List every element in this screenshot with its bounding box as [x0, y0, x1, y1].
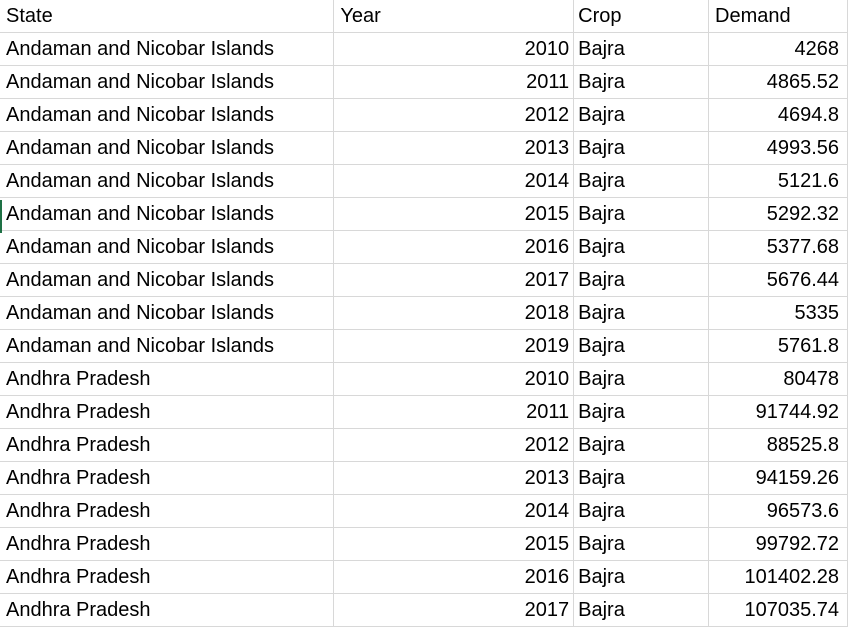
header-cell-crop[interactable]: Crop	[573, 0, 710, 33]
cell-demand[interactable]: 107035.74	[708, 593, 848, 627]
table-row: Andaman and Nicobar Islands 2014 Bajra 5121…	[0, 164, 848, 198]
cell-demand[interactable]: 5121.6	[708, 164, 848, 198]
cell-crop[interactable]: Bajra	[573, 362, 710, 396]
table-row: Andaman and Nicobar Islands 2017 Bajra 5676…	[0, 263, 848, 297]
cell-crop[interactable]: Bajra	[573, 494, 710, 528]
cell-year[interactable]: 2015	[333, 197, 575, 231]
table-row: Andhra Pradesh 2014 Bajra 96573.6	[0, 494, 848, 528]
header-row: State Year Crop Demand	[0, 0, 848, 33]
cell-state[interactable]: Andhra Pradesh	[0, 428, 335, 462]
cell-state[interactable]: Andaman and Nicobar Islands	[0, 296, 335, 330]
cell-state[interactable]: Andhra Pradesh	[0, 593, 335, 627]
cell-state[interactable]: Andaman and Nicobar Islands	[0, 263, 335, 297]
cell-year[interactable]: 2016	[333, 560, 575, 594]
cell-year[interactable]: 2016	[333, 230, 575, 264]
cell-crop[interactable]: Bajra	[573, 98, 710, 132]
cell-demand[interactable]: 5761.8	[708, 329, 848, 363]
cell-state[interactable]: Andaman and Nicobar Islands	[0, 329, 335, 363]
table-row: Andaman and Nicobar Islands 2016 Bajra 5377…	[0, 230, 848, 264]
cell-crop[interactable]: Bajra	[573, 428, 710, 462]
cell-crop[interactable]: Bajra	[573, 65, 710, 99]
cell-year[interactable]: 2013	[333, 461, 575, 495]
cell-state[interactable]: Andaman and Nicobar Islands	[0, 197, 335, 231]
table-row: Andhra Pradesh 2015 Bajra 99792.72	[0, 527, 848, 561]
cell-crop[interactable]: Bajra	[573, 461, 710, 495]
cell-year[interactable]: 2011	[333, 65, 575, 99]
header-cell-state[interactable]: State	[0, 0, 335, 33]
header-cell-demand[interactable]: Demand	[708, 0, 848, 33]
table-row: Andaman and Nicobar Islands 2018 Bajra 5335	[0, 296, 848, 330]
cell-crop[interactable]: Bajra	[573, 296, 710, 330]
cell-crop[interactable]: Bajra	[573, 197, 710, 231]
cell-crop[interactable]: Bajra	[573, 263, 710, 297]
table-row: Andaman and Nicobar Islands 2015 Bajra 5292…	[0, 197, 848, 231]
cell-crop[interactable]: Bajra	[573, 593, 710, 627]
active-cell-indicator	[0, 200, 2, 233]
cell-demand[interactable]: 80478	[708, 362, 848, 396]
cell-year[interactable]: 2015	[333, 527, 575, 561]
cell-demand[interactable]: 5377.68	[708, 230, 848, 264]
table-row: Andaman and Nicobar Islands 2011 Bajra 4865…	[0, 65, 848, 99]
cell-demand[interactable]: 4694.8	[708, 98, 848, 132]
cell-state[interactable]: Andaman and Nicobar Islands	[0, 32, 335, 66]
cell-state[interactable]: Andhra Pradesh	[0, 395, 335, 429]
table-row: Andhra Pradesh 2012 Bajra 88525.8	[0, 428, 848, 462]
cell-demand[interactable]: 88525.8	[708, 428, 848, 462]
cell-crop[interactable]: Bajra	[573, 560, 710, 594]
table-row: Andaman and Nicobar Islands 2012 Bajra 4694…	[0, 98, 848, 132]
table-row: Andhra Pradesh 2013 Bajra 94159.26	[0, 461, 848, 495]
cell-crop[interactable]: Bajra	[573, 32, 710, 66]
cell-crop[interactable]: Bajra	[573, 164, 710, 198]
cell-crop[interactable]: Bajra	[573, 131, 710, 165]
header-cell-year[interactable]: Year	[333, 0, 575, 33]
cell-demand[interactable]: 99792.72	[708, 527, 848, 561]
cell-year[interactable]: 2018	[333, 296, 575, 330]
cell-state[interactable]: Andaman and Nicobar Islands	[0, 230, 335, 264]
cell-year[interactable]: 2014	[333, 494, 575, 528]
cell-state[interactable]: Andhra Pradesh	[0, 560, 335, 594]
cell-demand[interactable]: 5292.32	[708, 197, 848, 231]
cell-crop[interactable]: Bajra	[573, 527, 710, 561]
cell-state[interactable]: Andhra Pradesh	[0, 494, 335, 528]
cell-crop[interactable]: Bajra	[573, 395, 710, 429]
table-row: Andhra Pradesh 2016 Bajra 101402.28	[0, 560, 848, 594]
cell-demand[interactable]: 94159.26	[708, 461, 848, 495]
cell-demand[interactable]: 91744.92	[708, 395, 848, 429]
cell-demand[interactable]: 101402.28	[708, 560, 848, 594]
cell-demand[interactable]: 4865.52	[708, 65, 848, 99]
cell-crop[interactable]: Bajra	[573, 230, 710, 264]
cell-crop[interactable]: Bajra	[573, 329, 710, 363]
cell-state[interactable]: Andhra Pradesh	[0, 461, 335, 495]
cell-state[interactable]: Andaman and Nicobar Islands	[0, 98, 335, 132]
cell-year[interactable]: 2013	[333, 131, 575, 165]
cell-year[interactable]: 2011	[333, 395, 575, 429]
cell-year[interactable]: 2014	[333, 164, 575, 198]
cell-state[interactable]: Andaman and Nicobar Islands	[0, 131, 335, 165]
table-row: Andhra Pradesh 2010 Bajra 80478	[0, 362, 848, 396]
cell-year[interactable]: 2010	[333, 362, 575, 396]
table-row: Andaman and Nicobar Islands 2019 Bajra 5761…	[0, 329, 848, 363]
table-row: Andaman and Nicobar Islands 2013 Bajra 4993…	[0, 131, 848, 165]
cell-demand[interactable]: 5335	[708, 296, 848, 330]
cell-year[interactable]: 2017	[333, 593, 575, 627]
cell-state[interactable]: Andhra Pradesh	[0, 527, 335, 561]
cell-state[interactable]: Andaman and Nicobar Islands	[0, 65, 335, 99]
cell-demand[interactable]: 96573.6	[708, 494, 848, 528]
cell-demand[interactable]: 4993.56	[708, 131, 848, 165]
cell-demand[interactable]: 4268	[708, 32, 848, 66]
cell-year[interactable]: 2012	[333, 428, 575, 462]
table-row: Andaman and Nicobar Islands 2010 Bajra 4268	[0, 32, 848, 66]
cell-state[interactable]: Andhra Pradesh	[0, 362, 335, 396]
cell-year[interactable]: 2017	[333, 263, 575, 297]
cell-state[interactable]: Andaman and Nicobar Islands	[0, 164, 335, 198]
cell-year[interactable]: 2019	[333, 329, 575, 363]
cell-year[interactable]: 2010	[333, 32, 575, 66]
table-row: Andhra Pradesh 2017 Bajra 107035.74	[0, 593, 848, 627]
cell-year[interactable]: 2012	[333, 98, 575, 132]
cell-demand[interactable]: 5676.44	[708, 263, 848, 297]
table-row: Andhra Pradesh 2011 Bajra 91744.92	[0, 395, 848, 429]
